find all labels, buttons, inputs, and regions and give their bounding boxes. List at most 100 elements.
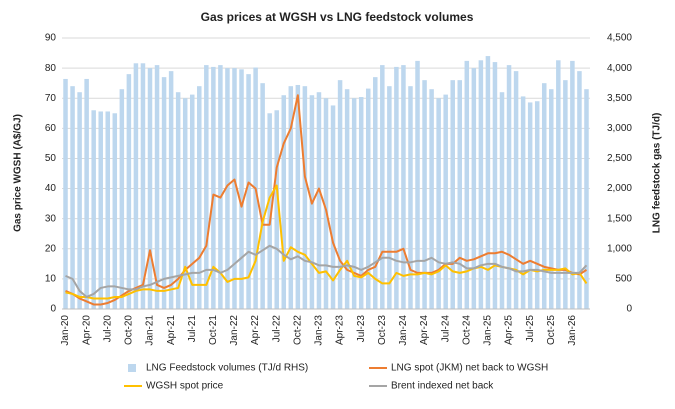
bar (182, 98, 188, 309)
x-tick-label: Jan-23 (314, 315, 325, 346)
x-tick-label: Jul-25 (525, 315, 536, 343)
y-tick-label: 50 (45, 153, 57, 164)
bar (161, 77, 167, 310)
y2-tick-label: 3,500 (607, 93, 632, 104)
y2-tick-label: 2,500 (607, 153, 632, 164)
y-tick-label: 70 (45, 93, 57, 104)
bar (513, 71, 519, 309)
bar (394, 66, 399, 309)
bar (563, 80, 568, 310)
bar (499, 92, 505, 309)
x-tick-label: Oct-20 (124, 315, 135, 345)
legend-label: Brent indexed net back (391, 381, 494, 392)
bar (267, 113, 272, 310)
x-tick-label: Oct-23 (377, 315, 388, 345)
bar (401, 65, 406, 309)
bar (274, 110, 279, 310)
y-tick-label: 80 (45, 63, 57, 74)
y2-tick-label: 2,000 (607, 183, 632, 194)
bar (197, 86, 202, 309)
x-tick-label: Oct-24 (461, 315, 472, 345)
bar (577, 71, 582, 309)
x-tick-label: Jul-23 (356, 315, 367, 343)
bar (415, 60, 420, 309)
bar (211, 66, 216, 309)
bar (422, 80, 427, 310)
y2-tick-label: 0 (626, 304, 632, 315)
bar (520, 96, 526, 309)
bar (77, 92, 82, 309)
bar (175, 92, 181, 309)
x-tick-label: Jan-20 (60, 315, 71, 346)
bar (337, 80, 343, 310)
bar (471, 68, 477, 309)
y-tick-label: 10 (45, 274, 57, 285)
y2-tick-label: 500 (615, 274, 632, 285)
bar (450, 80, 455, 310)
bar (436, 98, 441, 309)
bar (527, 102, 533, 309)
bar (358, 97, 364, 309)
y-tick-label: 0 (50, 304, 56, 315)
y-axis-label: Gas price WGSH (A$/GJ) (13, 114, 24, 232)
bar (443, 94, 448, 309)
line-series (65, 94, 588, 306)
y2-tick-label: 1,000 (607, 243, 632, 254)
bar (408, 86, 413, 309)
x-tick-label: Oct-25 (546, 315, 557, 345)
bar (63, 78, 68, 309)
bar (84, 78, 89, 309)
bar (478, 60, 484, 309)
x-tick-label: Jul-20 (102, 315, 113, 343)
x-tick-label: Jan-24 (398, 315, 409, 346)
bar (351, 98, 357, 309)
bar (534, 101, 540, 309)
bar (239, 69, 244, 309)
y2-tick-label: 3,000 (607, 123, 632, 134)
bar (91, 110, 96, 310)
y2-tick-label: 4,500 (607, 33, 632, 44)
bar (260, 83, 265, 310)
bar (168, 71, 174, 309)
x-tick-label: Jan-26 (567, 315, 578, 346)
bar (556, 60, 561, 309)
y-tick-label: 90 (45, 33, 57, 44)
bar (98, 111, 103, 310)
bar (204, 65, 209, 309)
bar (302, 86, 308, 309)
x-tick-label: Oct-22 (292, 315, 303, 345)
bar (140, 63, 146, 309)
bar (246, 74, 251, 309)
bar (126, 74, 132, 309)
x-tick-label: Jul-24 (440, 315, 451, 343)
bar (365, 88, 371, 309)
bar (380, 65, 385, 309)
bar (570, 60, 575, 309)
bar (70, 86, 75, 309)
y-tick-label: 40 (45, 183, 57, 194)
x-tick-label: Apr-23 (335, 315, 346, 345)
x-tick-label: Jan-22 (229, 315, 240, 346)
bar (288, 86, 294, 309)
x-tick-label: Oct-21 (208, 315, 219, 345)
bar (584, 89, 589, 309)
y2-tick-label: 1,500 (607, 213, 632, 224)
legend-swatch (128, 364, 136, 372)
x-tick-label: Apr-24 (419, 315, 430, 345)
x-tick-label: Apr-21 (166, 315, 177, 345)
bar (112, 113, 118, 310)
bar (105, 111, 111, 310)
bar (387, 86, 392, 309)
y-tick-label: 30 (45, 213, 57, 224)
x-tick-label: Apr-22 (250, 315, 261, 345)
legend-label: LNG Feedstock volumes (TJ/d RHS) (146, 363, 308, 374)
bar (154, 65, 160, 309)
bar (373, 77, 378, 310)
bar (344, 89, 350, 309)
y-tick-label: 60 (45, 123, 57, 134)
bar (457, 80, 463, 310)
bar (218, 65, 223, 309)
legend-label: LNG spot (JKM) net back to WGSH (391, 363, 548, 374)
bar (464, 60, 470, 309)
